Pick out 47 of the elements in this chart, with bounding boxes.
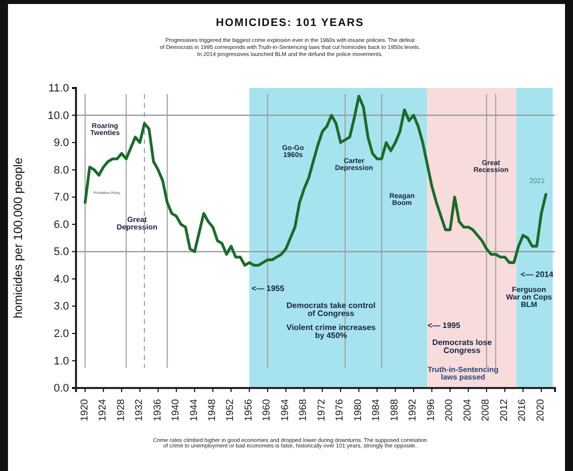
y-tick-label: 9.0 [54, 137, 69, 150]
x-tick-label: 1992 [408, 398, 419, 422]
x-tick-label: 1976 [334, 398, 346, 422]
x-tick-label: 1932 [134, 398, 146, 422]
x-tick-label: 2020 [535, 398, 546, 422]
x-tick-label: 1928 [116, 398, 127, 422]
y-tick-label: 2.0 [54, 328, 69, 340]
y-tick-label: 3.0 [54, 300, 69, 313]
x-tick-label: 1924 [98, 398, 109, 422]
annotation: Democrats take control of Congress [286, 301, 376, 318]
x-tick-label: 1980 [352, 398, 364, 422]
x-tick-label: 1956 [243, 398, 254, 422]
y-axis-title: homicides per 100,000 people [11, 157, 25, 318]
line-series [84, 94, 548, 267]
annotation: <— 2014 [520, 270, 554, 279]
x-tick-label: 1948 [207, 398, 218, 422]
x-tick-label: 2008 [480, 398, 492, 422]
y-tick-label: 6.0 [54, 218, 69, 231]
y-tick-label: 8.0 [54, 164, 69, 176]
annotation: Democrats lose Congress [432, 338, 492, 355]
chart-title: HOMICIDES: 101 YEARS [216, 17, 364, 29]
annotation: <— 1955 [252, 284, 285, 293]
x-tick-label: 1944 [188, 398, 200, 422]
y-tick-label: 0.0 [54, 382, 69, 395]
x-tick-label: 1952 [225, 398, 236, 422]
x-tick-label: 1988 [389, 398, 400, 422]
annotation: <— 1995 [428, 321, 461, 330]
x-tick-label: 2000 [444, 398, 456, 422]
x-tick-label: 1968 [298, 398, 310, 422]
x-tick-label: 1936 [152, 398, 164, 422]
x-tick-label: 1972 [316, 398, 328, 422]
x-tick-label: 2016 [517, 398, 528, 422]
y-tick-label: 7.0 [54, 192, 69, 204]
x-tick-label: 1996 [426, 398, 437, 422]
x-tick-label: 2004 [462, 398, 474, 422]
y-tick-label: 10.0 [48, 110, 69, 122]
x-tick-label: 1964 [280, 398, 291, 422]
x-tick-label: 1984 [371, 398, 382, 422]
y-tick-label: 4.0 [54, 273, 69, 286]
x-tick-label: 1940 [170, 398, 182, 422]
x-tick-label: 1960 [262, 398, 273, 422]
y-tick-label: 11.0 [48, 82, 69, 95]
annotation: Violent crime increases by 450% [286, 323, 376, 340]
y-tick-label: 5.0 [54, 246, 69, 258]
x-tick-label: 1920 [79, 398, 90, 422]
y-tick-label: 1.0 [54, 355, 69, 368]
x-tick-label: 2012 [498, 398, 510, 422]
